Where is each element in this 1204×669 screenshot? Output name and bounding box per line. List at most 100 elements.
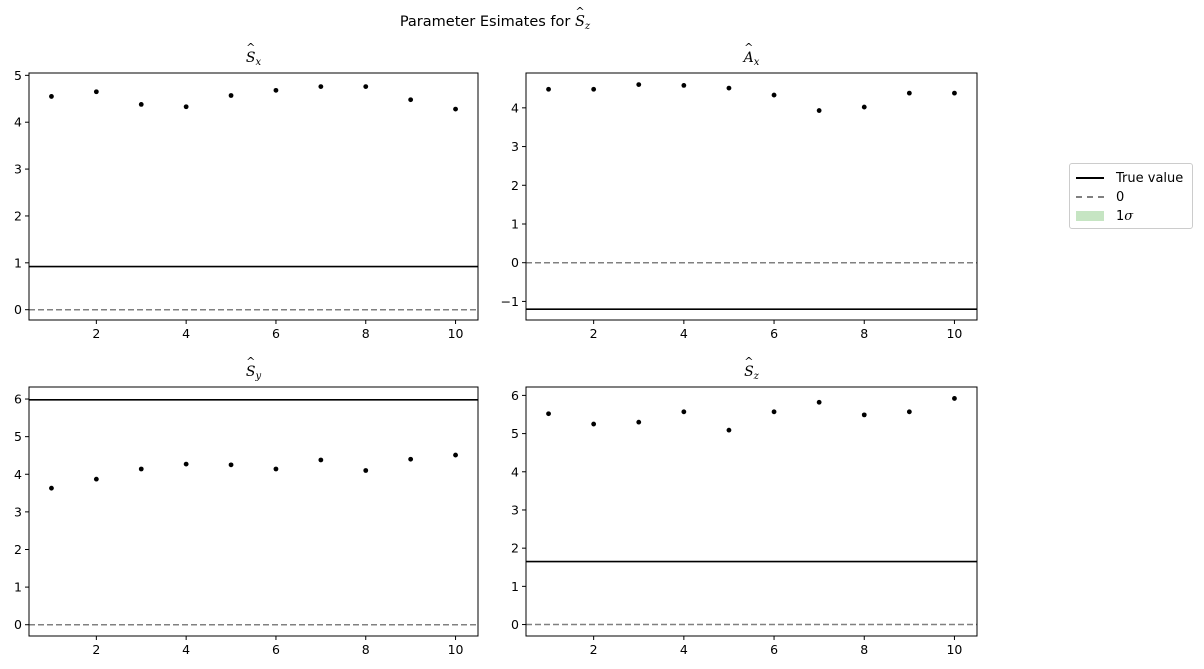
x-tick-label: 8 xyxy=(860,326,868,341)
x-tick-label: 8 xyxy=(362,642,370,657)
y-tick-label: 1 xyxy=(14,255,22,270)
data-point xyxy=(408,456,414,462)
data-point xyxy=(228,462,234,468)
data-point xyxy=(138,102,144,107)
subplot-title-symbol: A xyxy=(744,41,754,66)
data-point xyxy=(318,84,324,89)
subplot-title: Sy xyxy=(29,355,478,382)
data-point xyxy=(183,461,189,467)
data-point xyxy=(408,97,414,103)
y-tick-label: 6 xyxy=(511,388,519,403)
subplot-title-symbol: S xyxy=(246,355,256,380)
y-tick-label: 1 xyxy=(511,216,519,231)
legend-label-symbol: σ xyxy=(1124,208,1134,224)
data-point xyxy=(726,427,732,433)
x-tick-label: 6 xyxy=(770,326,778,341)
figure-title: Parameter Esimates for Sz xyxy=(0,5,990,32)
data-point xyxy=(771,92,777,98)
legend-item-true-value: True value xyxy=(1076,169,1183,187)
y-tick-label: 4 xyxy=(511,464,519,479)
axes-frame xyxy=(28,386,479,637)
y-tick-label: 1 xyxy=(511,579,519,594)
subplot-4: 2 4 6 8 10 0 1 2 3 4 5 6 xyxy=(511,386,978,657)
x-tick-label: 10 xyxy=(946,642,962,657)
figure-title-symbol: S xyxy=(575,5,585,30)
x-tick-label: 2 xyxy=(590,326,598,341)
data-point xyxy=(952,396,957,401)
x-tick-label: 8 xyxy=(362,326,370,341)
subplot-title-subscript: y xyxy=(255,371,262,382)
x-tick-label: 4 xyxy=(680,642,688,657)
subplot-title: Sx xyxy=(29,41,478,68)
legend-label: 1 xyxy=(1116,208,1125,224)
data-point xyxy=(363,468,369,473)
subplot-title-subscript: x xyxy=(255,57,262,68)
y-tick-label: 2 xyxy=(511,541,519,556)
x-tick-label: 2 xyxy=(92,326,100,341)
y-tick-label: 6 xyxy=(14,392,22,407)
x-tick-label: 6 xyxy=(770,642,778,657)
subplot-title-subscript: z xyxy=(753,371,759,382)
x-tick-label: 6 xyxy=(272,326,280,341)
y-tick-label: 0 xyxy=(511,617,519,632)
subplot-3: 2 4 6 8 10 0 1 2 3 4 5 6 xyxy=(14,386,479,657)
data-point xyxy=(363,84,369,89)
data-point xyxy=(49,94,54,99)
x-tick-label: 10 xyxy=(448,326,464,341)
data-point xyxy=(318,457,324,463)
y-tick-label: −1 xyxy=(501,294,519,309)
y-tick-label: 5 xyxy=(511,426,519,441)
data-point xyxy=(636,82,642,88)
x-tick-label: 2 xyxy=(92,642,100,657)
x-tick-label: 8 xyxy=(860,642,868,657)
data-point xyxy=(453,452,458,458)
data-point xyxy=(816,108,822,113)
subplot-title-subscript: x xyxy=(753,57,760,68)
x-tick-label: 10 xyxy=(946,326,962,341)
data-point xyxy=(273,87,279,93)
data-point xyxy=(681,409,687,415)
data-point xyxy=(273,466,279,472)
y-tick-label: 3 xyxy=(14,162,22,177)
data-point xyxy=(906,90,912,96)
data-point xyxy=(546,411,551,417)
legend-label: 0 xyxy=(1116,189,1125,205)
y-tick-label: 4 xyxy=(14,467,22,482)
data-point xyxy=(228,93,234,98)
legend-dashed-line-swatch xyxy=(1076,188,1104,206)
data-point xyxy=(816,399,822,405)
data-point xyxy=(183,104,189,110)
y-tick-label: 2 xyxy=(14,542,22,557)
subplot-title-symbol: S xyxy=(744,355,754,380)
figure-title-subscript: z xyxy=(584,21,591,32)
y-tick-label: 2 xyxy=(14,208,22,223)
data-point xyxy=(771,409,777,415)
y-tick-label: 4 xyxy=(14,115,22,130)
legend-item-zero: 0 xyxy=(1076,188,1124,206)
y-tick-label: 1 xyxy=(14,580,22,595)
axes-frame xyxy=(28,72,479,321)
data-point xyxy=(453,106,458,112)
subplot-2: 2 4 6 8 10 −1 0 1 2 3 4 xyxy=(501,72,978,341)
data-point xyxy=(906,409,912,415)
y-tick-label: 0 xyxy=(511,255,519,270)
y-tick-label: 0 xyxy=(14,617,22,632)
data-point xyxy=(93,476,99,482)
y-tick-label: 3 xyxy=(14,504,22,519)
subplot-title: Ax xyxy=(526,41,977,68)
y-tick-label: 5 xyxy=(14,68,22,83)
y-tick-label: 3 xyxy=(511,139,519,154)
x-tick-label: 4 xyxy=(182,642,190,657)
x-tick-label: 2 xyxy=(590,642,598,657)
data-point xyxy=(681,82,687,88)
legend-solid-line-swatch xyxy=(1076,169,1104,187)
data-point xyxy=(546,86,551,92)
data-point xyxy=(93,89,99,95)
data-point xyxy=(591,421,597,427)
subplot-title-symbol: S xyxy=(246,41,256,66)
axes-frame xyxy=(525,72,978,321)
legend-fill-swatch xyxy=(1076,207,1104,225)
